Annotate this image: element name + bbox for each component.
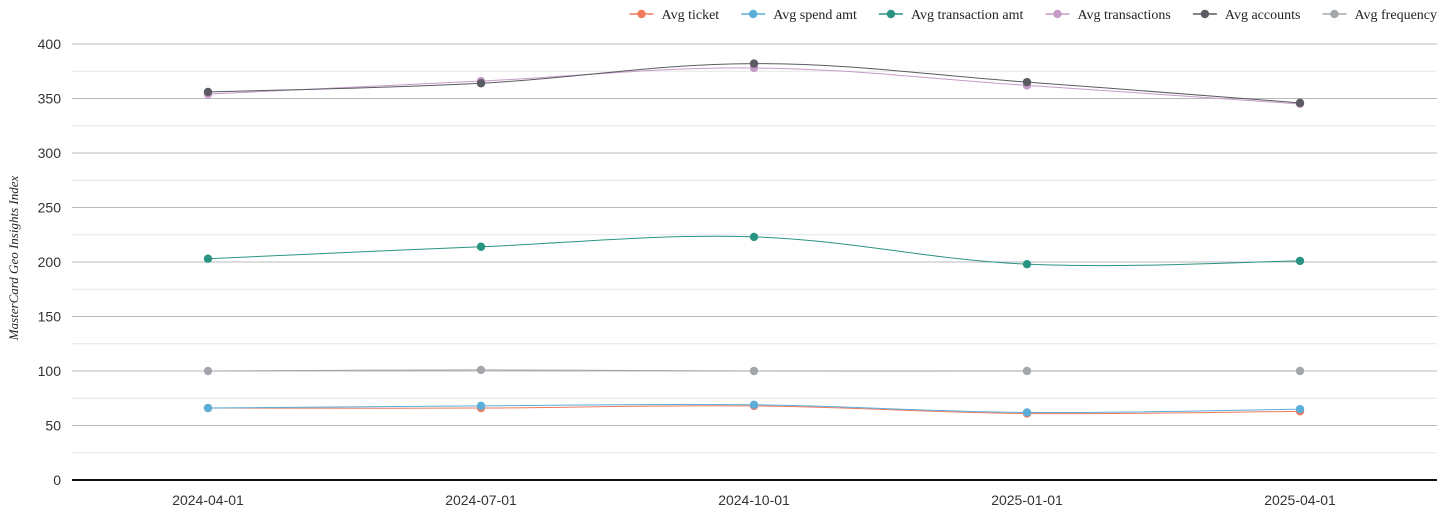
series-avg-frequency	[203, 365, 1305, 376]
legend-label: Avg spend amt	[773, 8, 857, 23]
y-tick-label: 300	[38, 145, 62, 161]
legend-label: Avg ticket	[662, 8, 720, 23]
series-avg-transactions	[203, 63, 1305, 109]
data-point-avg-spend-amt[interactable]	[1295, 404, 1305, 414]
data-point-avg-transaction-amt[interactable]	[203, 254, 213, 263]
series-avg-spend-amt	[203, 400, 1305, 417]
series-avg-transaction-amt	[203, 232, 1305, 269]
y-tick-label: 100	[38, 363, 62, 379]
data-point-avg-transaction-amt[interactable]	[749, 232, 759, 242]
data-point-avg-spend-amt[interactable]	[1022, 408, 1032, 417]
data-point-avg-spend-amt[interactable]	[203, 403, 213, 413]
data-point-avg-frequency[interactable]	[203, 366, 213, 376]
data-point-avg-accounts[interactable]	[203, 87, 213, 97]
legend-swatch-dot	[1053, 9, 1062, 19]
series	[203, 59, 1305, 418]
legend-label: Avg transactions	[1077, 8, 1170, 23]
legend-label: Avg accounts	[1225, 8, 1301, 23]
legend-item-avg-spend-amt[interactable]: Avg spend amt	[741, 8, 857, 23]
data-point-avg-frequency[interactable]	[749, 366, 759, 376]
y-tick-label: 150	[38, 309, 62, 325]
legend-item-avg-transactions[interactable]: Avg transactions	[1045, 8, 1171, 23]
data-point-avg-accounts[interactable]	[749, 59, 759, 68]
legend-item-avg-frequency[interactable]: Avg frequency	[1322, 8, 1437, 23]
x-tick-label: 2024-04-01	[172, 492, 244, 508]
legend-item-avg-transaction-amt[interactable]: Avg transaction amt	[878, 8, 1024, 23]
legend-swatch-dot	[1200, 9, 1210, 19]
x-tick-label: 2025-04-01	[1264, 492, 1336, 508]
y-tick-label: 350	[38, 91, 62, 107]
legend-swatch-dot	[1330, 9, 1339, 19]
y-tick-label: 400	[38, 36, 62, 52]
legend-item-avg-accounts[interactable]: Avg accounts	[1192, 8, 1301, 23]
y-tick-label: 50	[45, 418, 61, 434]
y-tick-label: 200	[38, 254, 62, 270]
legend-label: Avg transaction amt	[911, 8, 1024, 23]
data-point-avg-accounts[interactable]	[476, 79, 486, 88]
y-tick-label: 250	[38, 200, 62, 216]
y-axis-title: MasterCard Geo Insights Index	[6, 176, 21, 342]
data-point-avg-transaction-amt[interactable]	[476, 242, 486, 251]
legend-item-avg-ticket[interactable]: Avg ticket	[629, 8, 720, 23]
data-point-avg-transaction-amt[interactable]	[1295, 256, 1305, 266]
y-tick-label: 0	[53, 472, 61, 488]
data-point-avg-frequency[interactable]	[1022, 366, 1032, 376]
legend-label: Avg frequency	[1354, 8, 1437, 23]
data-point-avg-spend-amt[interactable]	[749, 400, 759, 409]
legend[interactable]: Avg ticket Avg spend amt Avg transaction a…	[629, 8, 1437, 23]
legend-swatch-dot	[637, 9, 646, 19]
x-tick-label: 2024-10-01	[718, 492, 790, 508]
data-point-avg-frequency[interactable]	[476, 365, 486, 375]
axes: 0 50 100 150 200 250 300 350 400 2024-04-01 2024-0…	[38, 36, 1437, 508]
legend-swatch-dot	[749, 9, 758, 19]
x-tick-label: 2025-01-01	[991, 492, 1063, 508]
grid	[72, 43, 1437, 454]
series-avg-accounts	[203, 59, 1305, 108]
data-point-avg-frequency[interactable]	[1295, 366, 1305, 376]
x-tick-label: 2024-07-01	[445, 492, 517, 508]
data-point-avg-accounts[interactable]	[1022, 77, 1032, 87]
data-point-avg-spend-amt[interactable]	[476, 401, 486, 411]
data-point-avg-accounts[interactable]	[1295, 98, 1305, 108]
legend-swatch-dot	[886, 9, 896, 19]
data-point-avg-transaction-amt[interactable]	[1022, 259, 1032, 269]
